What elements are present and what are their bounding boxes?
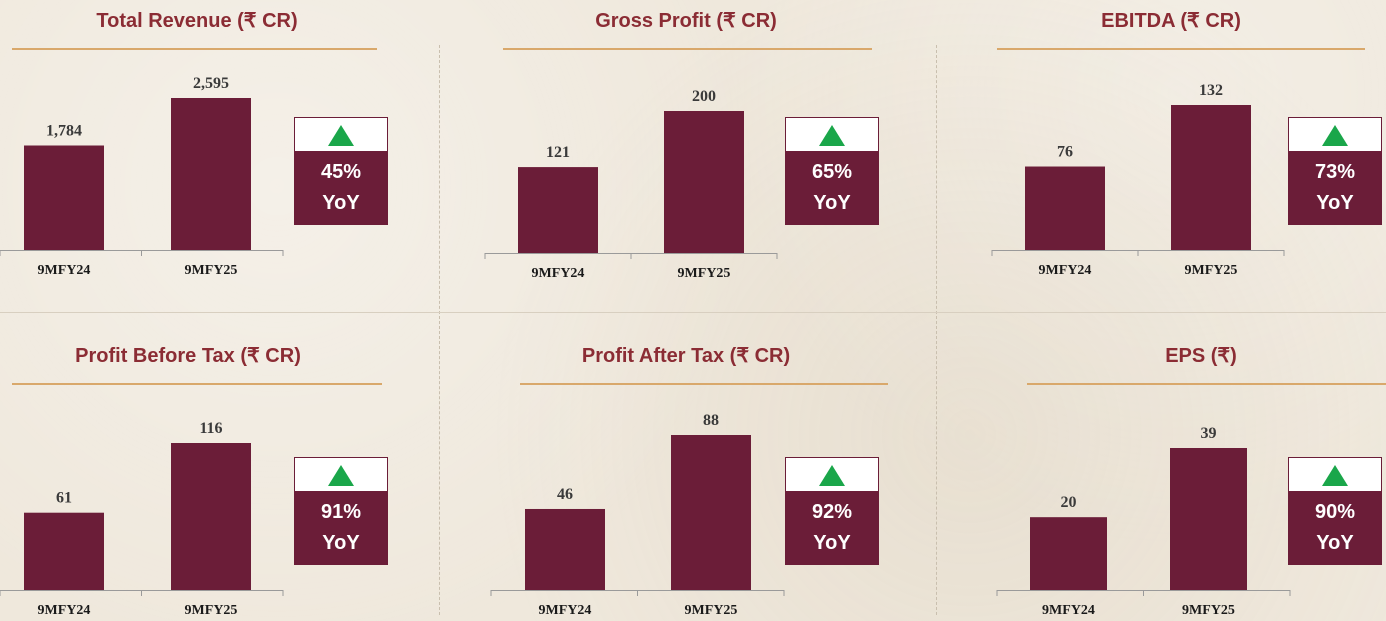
x-tick-label: 9MFY25 — [1182, 603, 1235, 618]
x-tick-label: 9MFY25 — [685, 603, 738, 618]
bar — [171, 443, 251, 590]
yoy-unit: YoY — [813, 532, 851, 554]
x-tick-label: 9MFY25 — [678, 266, 731, 281]
chart-title: EPS (₹) — [1165, 345, 1237, 367]
bar — [1170, 448, 1247, 590]
yoy-percent: 65% — [811, 161, 853, 183]
title-underline — [12, 383, 382, 385]
x-tick-label: 9MFY24 — [1039, 263, 1092, 278]
yoy-badge: 91% YoY — [294, 457, 388, 565]
yoy-badge: 45% YoY — [294, 117, 388, 225]
bar — [171, 98, 251, 250]
yoy-unit: YoY — [322, 192, 360, 214]
chart-title: Gross Profit (₹ CR) — [595, 10, 777, 32]
yoy-badge-header — [786, 118, 878, 151]
x-tick-label: 9MFY25 — [185, 603, 238, 618]
up-arrow-icon — [328, 464, 354, 486]
data-label: 20 — [1061, 494, 1077, 511]
bar — [518, 167, 598, 253]
yoy-badge-header — [295, 118, 387, 151]
up-arrow-icon — [328, 124, 354, 146]
yoy-badge: 92% YoY — [785, 457, 879, 565]
bar — [1025, 166, 1105, 250]
yoy-unit: YoY — [322, 532, 360, 554]
yoy-percent: 73% — [1314, 161, 1356, 183]
yoy-badge: 90% YoY — [1288, 457, 1382, 565]
x-tick-label: 9MFY24 — [532, 266, 585, 281]
chart-title: EBITDA (₹ CR) — [1101, 10, 1241, 32]
title-underline — [503, 48, 872, 50]
x-tick-label: 9MFY25 — [185, 263, 238, 278]
title-underline — [12, 48, 377, 50]
bar — [525, 508, 605, 590]
title-underline — [997, 48, 1365, 50]
yoy-badge-header — [786, 458, 878, 491]
bar — [1030, 517, 1107, 590]
yoy-value: 73% YoY — [1289, 151, 1381, 219]
chart-title: Profit Before Tax (₹ CR) — [75, 345, 301, 367]
data-label: 39 — [1201, 425, 1217, 442]
data-label: 88 — [703, 412, 719, 429]
yoy-badge: 73% YoY — [1288, 117, 1382, 225]
data-label: 121 — [546, 144, 570, 161]
bar — [664, 111, 744, 253]
x-tick-label: 9MFY24 — [38, 263, 91, 278]
yoy-value: 90% YoY — [1289, 491, 1381, 559]
yoy-percent: 91% — [320, 501, 362, 523]
chart-title: Total Revenue (₹ CR) — [96, 10, 298, 32]
yoy-badge: 65% YoY — [785, 117, 879, 225]
up-arrow-icon — [1322, 124, 1348, 146]
x-tick-label: 9MFY25 — [1185, 263, 1238, 278]
bar — [24, 145, 104, 250]
chart-title: Profit After Tax (₹ CR) — [581, 345, 791, 367]
yoy-percent: 45% — [320, 161, 362, 183]
yoy-badge-header — [1289, 458, 1381, 491]
column-divider — [439, 45, 440, 615]
title-underline — [1027, 383, 1386, 385]
yoy-unit: YoY — [1316, 192, 1354, 214]
title-underline — [520, 383, 888, 385]
yoy-value: 91% YoY — [295, 491, 387, 559]
yoy-badge-header — [1289, 118, 1381, 151]
column-divider — [936, 45, 937, 615]
yoy-value: 65% YoY — [786, 151, 878, 219]
data-label: 2,595 — [193, 75, 229, 92]
up-arrow-icon — [1322, 464, 1348, 486]
data-label: 61 — [56, 490, 72, 507]
data-label: 76 — [1057, 144, 1073, 161]
data-label: 1,784 — [46, 123, 82, 140]
bar — [671, 435, 751, 590]
data-label: 200 — [692, 88, 716, 105]
x-tick-label: 9MFY24 — [38, 603, 91, 618]
bar — [1171, 105, 1251, 250]
yoy-badge-header — [295, 458, 387, 491]
yoy-percent: 90% — [1314, 501, 1356, 523]
yoy-percent: 92% — [811, 501, 853, 523]
x-tick-label: 9MFY24 — [1042, 603, 1095, 618]
data-label: 46 — [557, 486, 573, 503]
yoy-value: 92% YoY — [786, 491, 878, 559]
data-label: 132 — [1199, 82, 1223, 99]
up-arrow-icon — [819, 464, 845, 486]
x-tick-label: 9MFY24 — [539, 603, 592, 618]
bar — [24, 512, 104, 590]
yoy-value: 45% YoY — [295, 151, 387, 219]
data-label: 116 — [199, 420, 222, 437]
up-arrow-icon — [819, 124, 845, 146]
yoy-unit: YoY — [813, 192, 851, 214]
row-divider — [0, 312, 1386, 313]
yoy-unit: YoY — [1316, 532, 1354, 554]
